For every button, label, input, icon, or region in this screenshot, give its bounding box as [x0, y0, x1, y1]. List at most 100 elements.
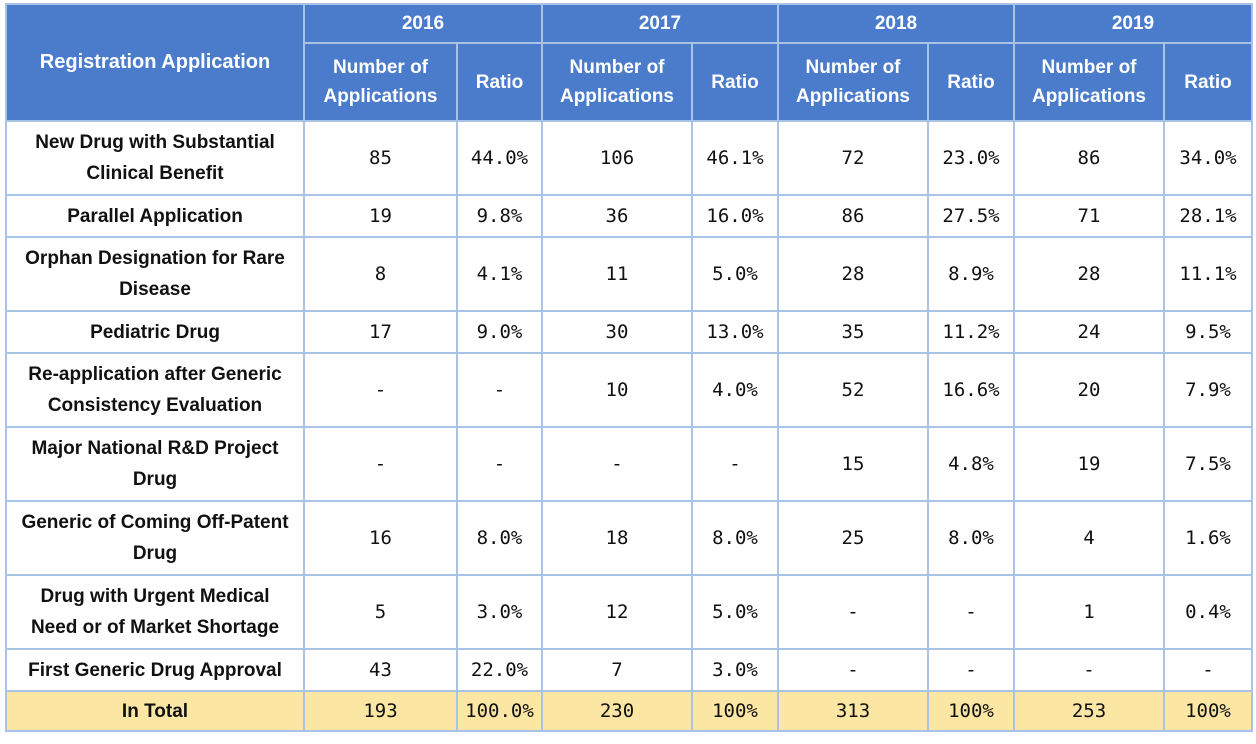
total-cell: 313 — [777, 690, 929, 732]
table-cell: - — [1163, 648, 1253, 692]
table-cell: 16.6% — [927, 352, 1015, 428]
total-cell: 100.0% — [456, 690, 543, 732]
table-row: New Drug with Substantial Clinical Benefi… — [5, 120, 1253, 196]
table-cell: 24 — [1013, 310, 1165, 354]
table-cell: 9.0% — [456, 310, 543, 354]
table-cell: 5.0% — [691, 236, 779, 312]
table-cell: 4.0% — [691, 352, 779, 428]
table-cell: 10 — [541, 352, 693, 428]
table-row: First Generic Drug Approval 43 22.0% 7 3… — [5, 648, 1253, 692]
row-header-cell: Registration Application — [5, 3, 305, 122]
table-cell: - — [456, 352, 543, 428]
table-cell: 86 — [777, 194, 929, 238]
ratio-header: Ratio — [1163, 42, 1253, 122]
table-cell: 7.5% — [1163, 426, 1253, 502]
table-row: Orphan Designation for Rare Disease 8 4.1… — [5, 236, 1253, 312]
ratio-header: Ratio — [927, 42, 1015, 122]
table-cell: - — [927, 648, 1015, 692]
table-body: New Drug with Substantial Clinical Benefi… — [5, 120, 1253, 732]
table-cell: 25 — [777, 500, 929, 576]
table-cell: 71 — [1013, 194, 1165, 238]
table-cell: 85 — [303, 120, 458, 196]
row-label: First Generic Drug Approval — [5, 648, 305, 692]
table-cell: 36 — [541, 194, 693, 238]
table-cell: 3.0% — [456, 574, 543, 650]
total-cell: 253 — [1013, 690, 1165, 732]
table-cell: - — [303, 426, 458, 502]
table-cell: 4 — [1013, 500, 1165, 576]
table-cell: 20 — [1013, 352, 1165, 428]
total-cell: 100% — [691, 690, 779, 732]
table-cell: - — [303, 352, 458, 428]
table-cell: 8 — [303, 236, 458, 312]
ratio-header: Ratio — [691, 42, 779, 122]
table-cell: - — [1013, 648, 1165, 692]
table-cell: 19 — [1013, 426, 1165, 502]
table-cell: 4.8% — [927, 426, 1015, 502]
count-header: Number of Applications — [541, 42, 693, 122]
table-cell: 3.0% — [691, 648, 779, 692]
table-cell: 43 — [303, 648, 458, 692]
table-cell: - — [541, 426, 693, 502]
total-cell: 100% — [1163, 690, 1253, 732]
table-cell: 34.0% — [1163, 120, 1253, 196]
ratio-header: Ratio — [456, 42, 543, 122]
table-cell: 18 — [541, 500, 693, 576]
table-cell: 28.1% — [1163, 194, 1253, 238]
row-label: Pediatric Drug — [5, 310, 305, 354]
table-cell: 19 — [303, 194, 458, 238]
table-cell: 106 — [541, 120, 693, 196]
table-cell: 35 — [777, 310, 929, 354]
table-cell: 30 — [541, 310, 693, 354]
table-row: Major National R&D Project Drug - - - - 1… — [5, 426, 1253, 502]
table-header: Registration Application 2016 2017 2018 … — [5, 3, 1253, 122]
total-cell: 100% — [927, 690, 1015, 732]
table-cell: 28 — [777, 236, 929, 312]
table-cell: 9.8% — [456, 194, 543, 238]
table-cell: 16 — [303, 500, 458, 576]
table-cell: 8.0% — [456, 500, 543, 576]
row-label: Parallel Application — [5, 194, 305, 238]
table-cell: 8.9% — [927, 236, 1015, 312]
table-cell: - — [927, 574, 1015, 650]
table-cell: 17 — [303, 310, 458, 354]
table-cell: 86 — [1013, 120, 1165, 196]
table-cell: 5 — [303, 574, 458, 650]
total-row: In Total 193 100.0% 230 100% 313 100% 25… — [5, 690, 1253, 732]
table-cell: 11.1% — [1163, 236, 1253, 312]
table-cell: 52 — [777, 352, 929, 428]
table-cell: 12 — [541, 574, 693, 650]
table-cell: 46.1% — [691, 120, 779, 196]
table-cell: 16.0% — [691, 194, 779, 238]
row-label: Re-application after Generic Consistency … — [5, 352, 305, 428]
table-cell: - — [777, 574, 929, 650]
year-header-2017: 2017 — [541, 3, 779, 44]
table-row: Generic of Coming Off-Patent Drug 16 8.0%… — [5, 500, 1253, 576]
row-label: Drug with Urgent Medical Need or of Marke… — [5, 574, 305, 650]
table-cell: 7.9% — [1163, 352, 1253, 428]
year-header-2016: 2016 — [303, 3, 543, 44]
table-cell: 44.0% — [456, 120, 543, 196]
count-header: Number of Applications — [303, 42, 458, 122]
total-label: In Total — [5, 690, 305, 732]
year-header-2019: 2019 — [1013, 3, 1253, 44]
table-cell: 1 — [1013, 574, 1165, 650]
total-cell: 193 — [303, 690, 458, 732]
table-cell: 5.0% — [691, 574, 779, 650]
count-header: Number of Applications — [1013, 42, 1165, 122]
table-cell: 8.0% — [691, 500, 779, 576]
row-label: Major National R&D Project Drug — [5, 426, 305, 502]
table-cell: 28 — [1013, 236, 1165, 312]
table-cell: - — [456, 426, 543, 502]
table-cell: 72 — [777, 120, 929, 196]
table-cell: - — [691, 426, 779, 502]
year-header-2018: 2018 — [777, 3, 1015, 44]
table-cell: 8.0% — [927, 500, 1015, 576]
table-cell: - — [777, 648, 929, 692]
table-cell: 7 — [541, 648, 693, 692]
table-cell: 11.2% — [927, 310, 1015, 354]
table-row: Re-application after Generic Consistency … — [5, 352, 1253, 428]
table-cell: 23.0% — [927, 120, 1015, 196]
table-row: Parallel Application 19 9.8% 36 16.0% 86… — [5, 194, 1253, 238]
table-row: Pediatric Drug 17 9.0% 30 13.0% 35 11.2%… — [5, 310, 1253, 354]
